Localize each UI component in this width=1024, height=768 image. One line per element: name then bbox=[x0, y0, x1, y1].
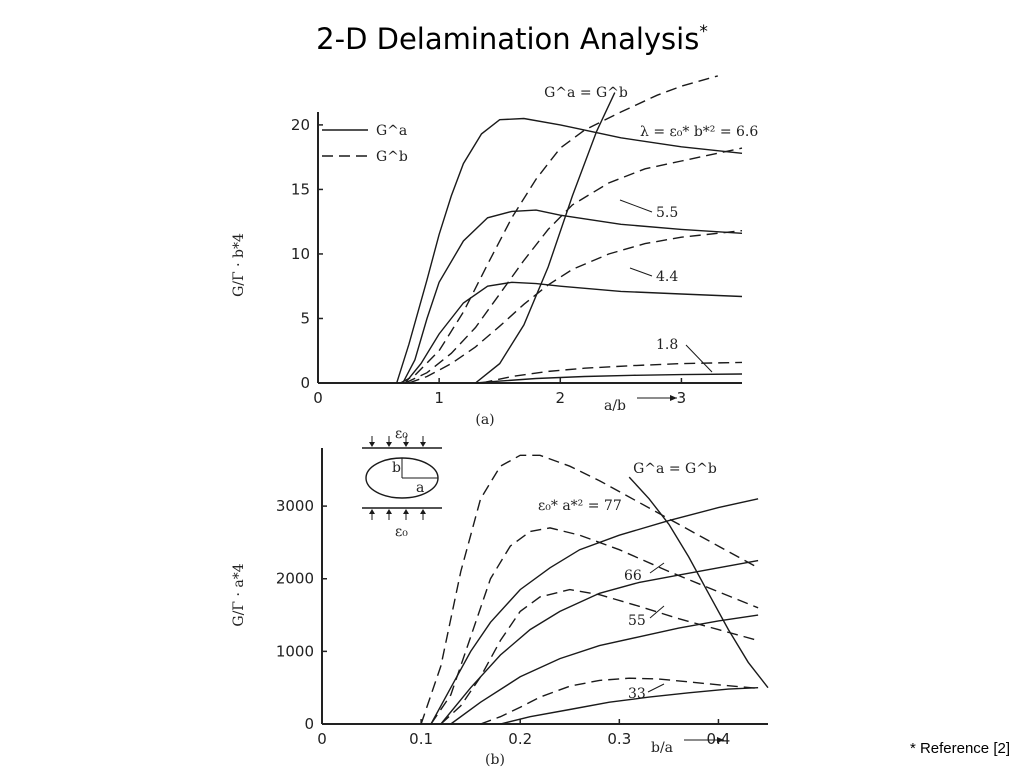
legend-label: G^b bbox=[376, 149, 408, 165]
series-line bbox=[440, 588, 759, 725]
slide-title-text: 2-D Delamination Analysis bbox=[316, 22, 700, 56]
param-label: 55 bbox=[628, 613, 646, 629]
slide-title: 2-D Delamination Analysis* bbox=[0, 22, 1024, 56]
inset-strain-label-bottom: ε₀ bbox=[395, 524, 408, 540]
inset-a-label: a bbox=[416, 480, 424, 496]
y-tick-label: 20 bbox=[291, 116, 310, 134]
series-line bbox=[475, 92, 616, 384]
y-axis-label: G/Γ · b*4 bbox=[231, 233, 247, 297]
inset-load-arrowhead bbox=[420, 509, 426, 514]
legend-label: G^a bbox=[376, 123, 407, 139]
inset-load-arrowhead bbox=[369, 509, 375, 514]
inset-strain-label-top: ε₀ bbox=[395, 426, 408, 442]
panel-label: (a) bbox=[475, 412, 494, 428]
title-footnote-marker: * bbox=[699, 22, 708, 42]
chart-a: 0 1 2 3 0 5 10 15 20 a/b G/Γ · b*4 (a) G^a G^b G^a = G… bbox=[231, 75, 758, 428]
chart-b: 00.10.20.30.40100020003000b/aG/Γ · a*4(b… bbox=[231, 426, 769, 768]
equality-label: G^a = G^b bbox=[633, 461, 717, 477]
x-tick-label: 0.3 bbox=[607, 730, 631, 748]
series-line bbox=[396, 117, 743, 384]
inset-load-arrowhead bbox=[403, 442, 409, 447]
y-tick-label: 3000 bbox=[276, 497, 314, 515]
x-tick-label: 2 bbox=[556, 389, 566, 407]
y-tick-label: 2000 bbox=[276, 570, 314, 588]
panel-label: (b) bbox=[485, 752, 505, 768]
leader-line bbox=[685, 344, 713, 373]
x-axis-label: b/a bbox=[651, 740, 673, 756]
leader-line bbox=[619, 199, 653, 213]
param-label: ε₀* a*² = 77 bbox=[538, 498, 622, 514]
series-line bbox=[440, 559, 759, 725]
y-axis-label: G/Γ · a*4 bbox=[231, 563, 247, 626]
y-tick-label: 10 bbox=[291, 245, 310, 263]
series-line bbox=[404, 281, 743, 384]
x-axis-arrowhead bbox=[717, 737, 724, 743]
series-line bbox=[500, 687, 759, 725]
series-line bbox=[404, 147, 743, 384]
series-line bbox=[450, 614, 759, 725]
series-line bbox=[400, 75, 718, 384]
series-line bbox=[480, 677, 759, 725]
x-tick-label: 3 bbox=[677, 389, 687, 407]
x-tick-label: 1 bbox=[434, 389, 444, 407]
y-tick-label: 1000 bbox=[276, 642, 314, 660]
inset-load-arrowhead bbox=[403, 509, 409, 514]
param-label: 4.4 bbox=[656, 269, 678, 285]
param-label: 1.8 bbox=[656, 337, 678, 353]
x-axis-label: a/b bbox=[604, 398, 626, 414]
inset-load-arrowhead bbox=[386, 509, 392, 514]
param-label: 5.5 bbox=[656, 205, 678, 221]
x-tick-label: 0.1 bbox=[409, 730, 433, 748]
param-label: 66 bbox=[624, 568, 642, 584]
inset-load-arrowhead bbox=[386, 442, 392, 447]
leader-line bbox=[629, 267, 653, 277]
series-line bbox=[481, 361, 743, 384]
x-tick-label: 0 bbox=[317, 730, 327, 748]
series-line bbox=[430, 498, 759, 725]
y-tick-label: 5 bbox=[300, 309, 310, 327]
param-label: 33 bbox=[628, 686, 646, 702]
inset-load-arrowhead bbox=[420, 442, 426, 447]
x-tick-label: 0.2 bbox=[508, 730, 532, 748]
inset-b-label: b bbox=[392, 460, 401, 476]
series-line bbox=[475, 373, 743, 384]
leader-line bbox=[649, 605, 665, 619]
lambda-label: λ = ε₀* b*² = 6.6 bbox=[640, 124, 758, 140]
y-tick-label: 0 bbox=[300, 374, 310, 392]
series-line bbox=[408, 230, 743, 384]
y-tick-label: 15 bbox=[291, 180, 310, 198]
reference-footnote: * Reference [2] bbox=[909, 740, 1010, 757]
series-line bbox=[430, 527, 759, 725]
leader-line bbox=[649, 562, 665, 574]
leader-line bbox=[647, 683, 665, 693]
inset-load-arrowhead bbox=[369, 442, 375, 447]
y-tick-label: 0 bbox=[304, 715, 314, 733]
x-tick-label: 0 bbox=[313, 389, 323, 407]
x-axis-arrowhead bbox=[670, 395, 677, 401]
equality-label: G^a = G^b bbox=[544, 85, 628, 101]
series-line bbox=[628, 476, 769, 689]
series-line bbox=[420, 454, 759, 725]
series-line bbox=[402, 209, 743, 384]
